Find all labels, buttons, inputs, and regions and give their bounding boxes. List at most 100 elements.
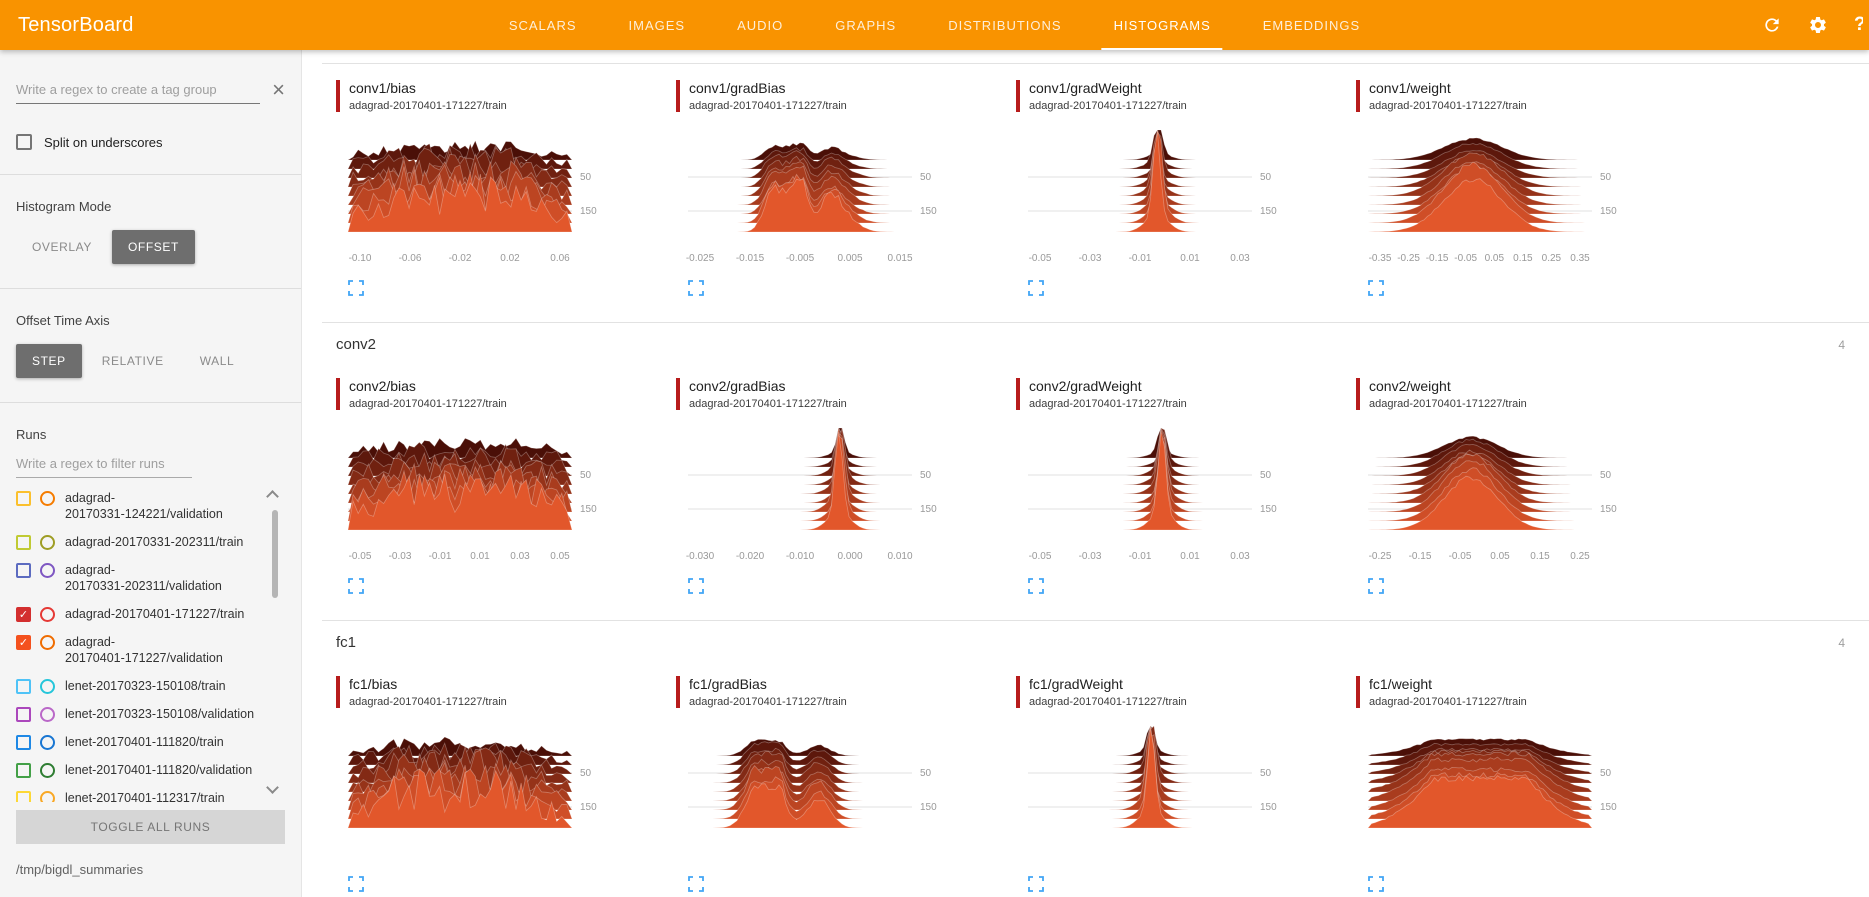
run-item[interactable]: ✓ adagrad-20170401-171227/train (16, 600, 261, 628)
run-checkbox[interactable] (16, 563, 31, 578)
histogram-chart[interactable]: 50 150 -0.05 -0.03 -0.01 0.01 0.03 (1028, 128, 1304, 270)
tag-filter-input[interactable] (16, 76, 261, 104)
run-item[interactable]: adagrad- 20170331-124221/validation (16, 484, 261, 528)
chart-title: conv2/gradBias (689, 378, 786, 394)
chart-run-name: adagrad-20170401-171227/train (1369, 398, 1527, 410)
histogram-chart[interactable]: 50 150 -0.025 -0.015 -0.005 0.005 0.015 (686, 128, 964, 270)
run-checkbox[interactable] (16, 491, 31, 506)
split-underscores-checkbox[interactable] (16, 134, 32, 150)
expand-icon[interactable] (348, 578, 364, 594)
split-underscores-option[interactable]: Split on underscores (16, 134, 285, 150)
histogram-chart[interactable]: 50 150 -0.05 -0.03 -0.01 0.01 0.03 0.05 (347, 426, 624, 568)
scroll-down-icon[interactable] (266, 781, 279, 794)
run-checkbox[interactable]: ✓ (16, 635, 31, 650)
run-color-circle[interactable] (40, 735, 55, 750)
tab-embeddings[interactable]: EMBEDDINGS (1262, 17, 1361, 33)
chart-run-name: adagrad-20170401-171227/train (689, 398, 847, 410)
card-header: conv2/gradWeight adagrad-20170401-171227/… (1016, 378, 1356, 410)
card-row: conv1/bias adagrad-20170401-171227/train 5… (322, 64, 1869, 322)
expand-icon[interactable] (688, 876, 704, 892)
refresh-icon[interactable] (1762, 15, 1782, 35)
svg-text:-0.25: -0.25 (1369, 551, 1392, 562)
histogram-chart[interactable]: 50 150 (1028, 724, 1304, 866)
tab-scalars[interactable]: SCALARS (508, 17, 577, 33)
time-axis-relative-button[interactable]: RELATIVE (86, 344, 180, 378)
tag-group-header[interactable]: fc1 4 (322, 620, 1869, 660)
run-checkbox[interactable]: ✓ (16, 607, 31, 622)
run-item[interactable]: ✓ adagrad- 20170401-171227/validation (16, 628, 261, 672)
toggle-all-runs-button[interactable]: TOGGLE ALL RUNS (16, 810, 285, 844)
histogram-chart[interactable]: 50 150 -0.10 -0.06 -0.02 0.02 0.06 (346, 128, 624, 270)
histogram-chart[interactable]: 50 150 (1366, 724, 1644, 866)
svg-text:50: 50 (580, 768, 592, 779)
run-item[interactable]: lenet-20170323-150108/train (16, 672, 261, 700)
time-axis-wall-button[interactable]: WALL (184, 344, 251, 378)
run-color-circle[interactable] (40, 635, 55, 650)
expand-icon[interactable] (1368, 876, 1384, 892)
expand-icon[interactable] (1368, 578, 1384, 594)
tab-images[interactable]: IMAGES (628, 17, 686, 33)
help-icon[interactable]: ? (1854, 14, 1863, 36)
scrollbar-thumb[interactable] (272, 510, 278, 598)
expand-icon[interactable] (688, 578, 704, 594)
run-item[interactable]: adagrad- 20170331-202311/validation (16, 556, 261, 600)
svg-text:-0.06: -0.06 (399, 253, 422, 264)
run-item[interactable]: lenet-20170401-111820/train (16, 728, 261, 756)
expand-icon[interactable] (1368, 280, 1384, 296)
tab-audio[interactable]: AUDIO (737, 17, 784, 33)
histogram-chart[interactable]: 50 150 -0.030 -0.020 -0.010 0.000 0.010 (686, 426, 964, 568)
run-color-circle[interactable] (40, 791, 55, 802)
run-item[interactable]: adagrad-20170331-202311/train (16, 528, 261, 556)
run-color-circle[interactable] (40, 535, 55, 550)
run-item[interactable]: lenet-20170401-111820/validation (16, 756, 261, 784)
run-color-circle[interactable] (40, 679, 55, 694)
expand-icon[interactable] (348, 280, 364, 296)
expand-icon[interactable] (1028, 578, 1044, 594)
expand-icon[interactable] (348, 876, 364, 892)
tag-group-name: fc1 (336, 634, 357, 651)
close-icon[interactable]: × (272, 77, 285, 102)
svg-text:150: 150 (920, 802, 937, 813)
histogram-chart[interactable]: 50 150 -0.35 -0.25 -0.15 -0.05 0.05 0.15 0.25 0.3… (1367, 128, 1644, 270)
chart-title: conv2/gradWeight (1029, 378, 1142, 394)
tab-graphs[interactable]: GRAPHS (835, 17, 897, 33)
run-item[interactable]: lenet-20170401-112317/train (16, 784, 261, 802)
svg-text:0.06: 0.06 (550, 253, 570, 264)
expand-icon[interactable] (688, 280, 704, 296)
svg-text:150: 150 (920, 504, 937, 515)
expand-icon[interactable] (1028, 876, 1044, 892)
run-checkbox[interactable] (16, 707, 31, 722)
tab-histograms[interactable]: HISTOGRAMS (1088, 0, 1237, 50)
histogram-chart[interactable]: 50 150 (688, 724, 964, 866)
run-label: adagrad-20170401-171227/train (65, 607, 245, 621)
histogram-mode-overlay-button[interactable]: OVERLAY (16, 230, 108, 264)
chart-title: fc1/gradWeight (1029, 676, 1123, 692)
histogram-chart[interactable]: 50 150 -0.05 -0.03 -0.01 0.01 0.03 (1028, 426, 1304, 568)
tag-group-count: 4 (1838, 337, 1845, 352)
histogram-chart[interactable]: 50 150 -0.25 -0.15 -0.05 0.05 0.15 0.25 (1367, 426, 1644, 568)
run-checkbox[interactable] (16, 763, 31, 778)
run-item[interactable]: lenet-20170323-150108/validation (16, 700, 261, 728)
histogram-chart[interactable]: 50 150 (347, 724, 624, 866)
divider (0, 174, 301, 175)
run-color-circle[interactable] (40, 607, 55, 622)
run-color-circle[interactable] (40, 763, 55, 778)
run-checkbox[interactable] (16, 535, 31, 550)
tag-group-header[interactable]: conv2 4 (322, 322, 1869, 362)
runs-filter-input[interactable] (16, 450, 192, 478)
scroll-up-icon[interactable] (266, 490, 279, 503)
run-color-circle[interactable] (40, 707, 55, 722)
settings-gear-icon[interactable] (1808, 15, 1828, 35)
histogram-card: conv1/gradWeight adagrad-20170401-171227/… (1016, 80, 1356, 296)
svg-text:-0.15: -0.15 (1426, 253, 1449, 264)
run-checkbox[interactable] (16, 735, 31, 750)
run-color-circle[interactable] (40, 563, 55, 578)
tab-distributions[interactable]: DISTRIBUTIONS (948, 17, 1062, 33)
time-axis-step-button[interactable]: STEP (16, 344, 82, 378)
run-checkbox[interactable] (16, 679, 31, 694)
run-color-circle[interactable] (40, 491, 55, 506)
expand-icon[interactable] (1028, 280, 1044, 296)
run-checkbox[interactable] (16, 791, 31, 802)
main-content: conv1/bias adagrad-20170401-171227/train 5… (302, 50, 1869, 897)
histogram-mode-offset-button[interactable]: OFFSET (112, 230, 195, 264)
